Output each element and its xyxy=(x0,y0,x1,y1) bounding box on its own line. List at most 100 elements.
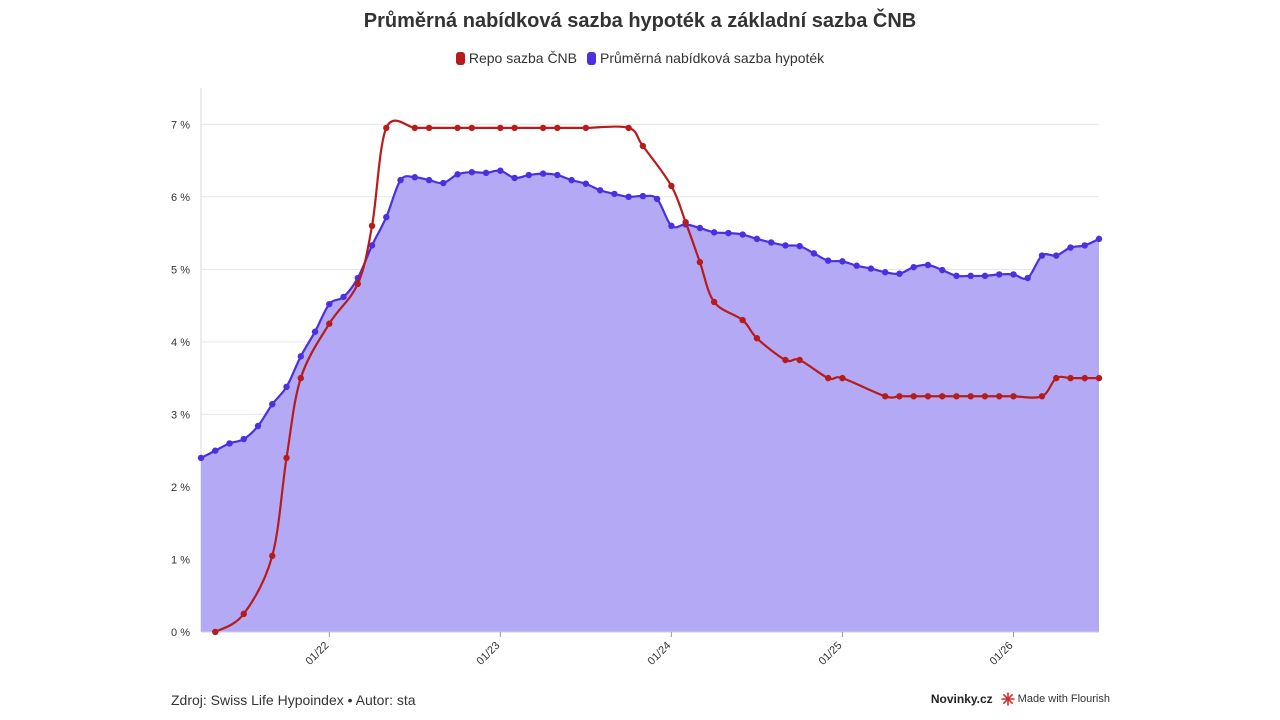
data-point-repo xyxy=(539,124,547,132)
data-point-mortgage xyxy=(311,328,319,335)
data-point-mortgage xyxy=(939,266,946,274)
data-point-mortgage xyxy=(910,263,917,271)
data-point-mortgage xyxy=(867,265,875,272)
data-point-mortgage xyxy=(767,239,775,246)
y-tick-label: 5 % xyxy=(171,264,190,276)
data-point-repo xyxy=(240,610,247,618)
data-point-mortgage xyxy=(425,176,433,184)
data-point-repo xyxy=(881,393,889,400)
x-tick-label: 01/26 xyxy=(988,640,1016,668)
data-point-repo xyxy=(981,393,989,400)
data-point-mortgage xyxy=(568,176,575,184)
data-point-repo xyxy=(896,393,903,400)
data-point-mortgage xyxy=(753,235,761,243)
legend-item-repo[interactable]: Repo sazba ČNB xyxy=(455,50,578,66)
data-point-mortgage xyxy=(1038,252,1046,259)
data-point-mortgage xyxy=(254,422,262,430)
data-point-repo xyxy=(839,374,846,382)
data-point-mortgage xyxy=(596,187,604,194)
data-point-mortgage xyxy=(1053,252,1060,259)
data-point-mortgage xyxy=(611,190,618,198)
y-tick-label: 1 % xyxy=(171,554,190,566)
y-tick-label: 6 % xyxy=(171,192,190,204)
data-point-repo xyxy=(468,124,476,132)
data-point-repo xyxy=(696,258,704,266)
data-point-mortgage xyxy=(953,272,960,280)
data-point-mortgage xyxy=(440,179,447,187)
data-point-mortgage xyxy=(297,353,304,360)
data-point-mortgage xyxy=(1010,271,1017,278)
data-point-mortgage xyxy=(197,454,205,462)
data-point-mortgage xyxy=(710,229,718,236)
data-point-repo xyxy=(326,320,333,327)
legend-label-mortgage: Průměrná nabídková sazba hypoték xyxy=(600,50,825,66)
data-point-mortgage xyxy=(383,213,390,221)
series-line-mortgage xyxy=(200,169,1100,459)
data-point-mortgage xyxy=(468,168,476,176)
data-point-mortgage xyxy=(1024,274,1031,282)
x-tick-label: 01/24 xyxy=(646,640,674,668)
flourish-credit[interactable]: Made with Flourish xyxy=(1000,692,1110,706)
data-point-mortgage xyxy=(653,195,661,203)
data-point-repo xyxy=(425,124,433,132)
data-point-repo xyxy=(924,393,932,400)
data-point-mortgage xyxy=(924,261,932,269)
data-point-mortgage xyxy=(1095,235,1103,243)
data-point-mortgage xyxy=(639,192,647,200)
data-point-repo xyxy=(668,182,675,190)
data-point-mortgage xyxy=(668,222,675,230)
legend: Repo sazba ČNB Průměrná nabídková sazba … xyxy=(0,50,1280,66)
x-tick-label: 01/25 xyxy=(817,640,845,668)
data-point-repo xyxy=(996,393,1003,400)
data-point-mortgage xyxy=(996,271,1003,278)
data-point-mortgage xyxy=(511,174,518,182)
data-point-repo xyxy=(269,552,276,560)
data-point-repo xyxy=(953,393,960,400)
brand-logo[interactable]: Novinky.cz xyxy=(930,692,993,706)
data-point-repo xyxy=(1067,374,1074,382)
data-point-repo xyxy=(582,124,590,132)
data-point-mortgage xyxy=(226,440,233,447)
data-point-mortgage xyxy=(981,272,989,280)
data-point-repo xyxy=(411,124,419,132)
data-point-mortgage xyxy=(497,167,504,174)
data-point-repo xyxy=(753,335,761,342)
data-point-mortgage xyxy=(881,269,889,276)
data-point-mortgage xyxy=(212,447,219,454)
legend-label-repo: Repo sazba ČNB xyxy=(468,50,578,66)
data-point-mortgage xyxy=(269,401,276,408)
data-point-mortgage xyxy=(454,171,461,178)
data-point-repo xyxy=(739,316,746,324)
data-point-repo xyxy=(368,222,376,230)
data-point-mortgage xyxy=(283,383,290,391)
y-tick-label: 2 % xyxy=(171,482,190,494)
footer-branding: Novinky.cz Made with Flourish xyxy=(931,692,1110,706)
data-point-repo xyxy=(297,374,304,382)
data-point-mortgage xyxy=(525,171,533,179)
data-point-repo xyxy=(796,356,803,364)
data-point-repo xyxy=(1053,374,1060,382)
data-point-mortgage xyxy=(967,272,974,280)
data-point-repo xyxy=(625,124,632,132)
data-point-mortgage xyxy=(739,231,746,238)
data-point-repo xyxy=(383,124,390,132)
data-point-mortgage xyxy=(340,293,347,301)
data-point-repo xyxy=(1081,374,1088,382)
data-point-mortgage xyxy=(625,193,632,200)
data-point-repo xyxy=(212,628,219,636)
data-point-repo xyxy=(354,280,361,288)
data-point-mortgage xyxy=(796,242,803,250)
x-tick-label: 01/22 xyxy=(303,640,331,668)
legend-item-mortgage[interactable]: Průměrná nabídková sazba hypoték xyxy=(587,50,824,66)
data-point-repo xyxy=(710,298,718,306)
data-point-repo xyxy=(454,124,461,132)
data-point-mortgage xyxy=(582,180,590,187)
y-tick-label: 3 % xyxy=(171,409,190,421)
data-point-mortgage xyxy=(397,176,404,184)
y-tick-label: 7 % xyxy=(171,119,190,131)
data-point-repo xyxy=(782,356,789,364)
data-point-repo xyxy=(1010,393,1017,400)
flourish-label: Made with Flourish xyxy=(1017,693,1110,705)
flourish-icon xyxy=(1000,692,1015,706)
